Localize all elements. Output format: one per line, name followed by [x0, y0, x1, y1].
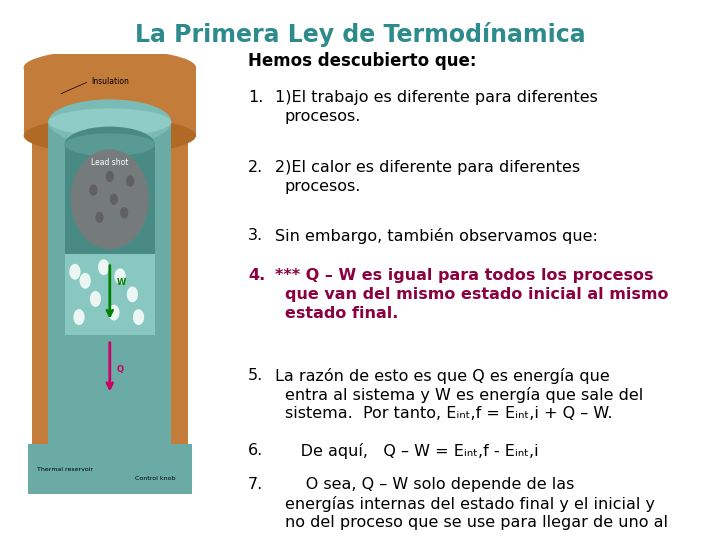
Text: no del proceso que se use para llegar de uno al: no del proceso que se use para llegar de… — [285, 515, 668, 530]
Ellipse shape — [106, 171, 114, 182]
Ellipse shape — [126, 176, 135, 187]
Text: Hemos descubierto que:: Hemos descubierto que: — [248, 52, 477, 70]
Text: Insulation: Insulation — [91, 77, 129, 86]
Text: energías internas del estado final y el inicial y: energías internas del estado final y el … — [285, 496, 655, 512]
Ellipse shape — [65, 133, 155, 156]
Ellipse shape — [65, 126, 155, 163]
Text: 2)El calor es diferente para diferentes: 2)El calor es diferente para diferentes — [275, 160, 580, 175]
Ellipse shape — [98, 259, 109, 275]
Text: De aquí,   Q – W = Eᵢₙₜ,f - Eᵢₙₜ,i: De aquí, Q – W = Eᵢₙₜ,f - Eᵢₙₜ,i — [275, 443, 539, 459]
Ellipse shape — [114, 268, 126, 284]
Ellipse shape — [71, 149, 149, 249]
Ellipse shape — [69, 264, 81, 280]
Ellipse shape — [48, 109, 171, 136]
Ellipse shape — [73, 309, 85, 325]
Text: Thermal reservoir: Thermal reservoir — [37, 467, 93, 471]
Ellipse shape — [108, 305, 120, 321]
Ellipse shape — [89, 185, 97, 196]
Text: procesos.: procesos. — [285, 109, 361, 124]
Ellipse shape — [133, 309, 144, 325]
Text: Control knob: Control knob — [135, 476, 175, 481]
Ellipse shape — [109, 193, 118, 205]
Text: sistema.  Por tanto, Eᵢₙₜ,f = Eᵢₙₜ,i + Q – W.: sistema. Por tanto, Eᵢₙₜ,f = Eᵢₙₜ,i + Q … — [285, 406, 613, 421]
Ellipse shape — [127, 286, 138, 302]
Text: Sin embargo, también observamos que:: Sin embargo, también observamos que: — [275, 228, 598, 244]
Text: 1.: 1. — [248, 90, 264, 105]
Ellipse shape — [96, 212, 104, 223]
Text: 1)El trabajo es diferente para diferentes: 1)El trabajo es diferente para diferente… — [275, 90, 598, 105]
Text: 2.: 2. — [248, 160, 264, 175]
Text: Lead shot: Lead shot — [91, 158, 128, 167]
Text: estado final.: estado final. — [285, 306, 398, 321]
Text: 3.: 3. — [248, 228, 263, 243]
Text: 5.: 5. — [248, 368, 264, 383]
Polygon shape — [27, 444, 192, 494]
Text: La razón de esto es que Q es energía que: La razón de esto es que Q es energía que — [275, 368, 610, 384]
Text: 6.: 6. — [248, 443, 264, 458]
Text: O sea, Q – W solo depende de las: O sea, Q – W solo depende de las — [275, 477, 575, 492]
Ellipse shape — [120, 207, 128, 219]
Polygon shape — [24, 68, 196, 136]
Text: 7.: 7. — [248, 477, 264, 492]
Text: La Primera Ley de Termodínamica: La Primera Ley de Termodínamica — [135, 22, 585, 47]
Ellipse shape — [24, 118, 196, 154]
Polygon shape — [65, 145, 155, 258]
Ellipse shape — [79, 273, 91, 289]
Ellipse shape — [90, 291, 101, 307]
Polygon shape — [32, 109, 188, 494]
Text: 4.: 4. — [248, 268, 265, 283]
Ellipse shape — [48, 99, 171, 145]
Text: procesos.: procesos. — [285, 179, 361, 194]
Text: W: W — [117, 278, 126, 287]
Text: Q: Q — [117, 364, 124, 374]
Text: entra al sistema y W es energía que sale del: entra al sistema y W es energía que sale… — [285, 387, 643, 403]
Text: *** Q – W es igual para todos los procesos: *** Q – W es igual para todos los proces… — [275, 268, 654, 283]
Text: que van del mismo estado inicial al mismo: que van del mismo estado inicial al mism… — [285, 287, 668, 302]
Ellipse shape — [24, 50, 196, 86]
Polygon shape — [65, 254, 155, 335]
Polygon shape — [48, 122, 171, 494]
